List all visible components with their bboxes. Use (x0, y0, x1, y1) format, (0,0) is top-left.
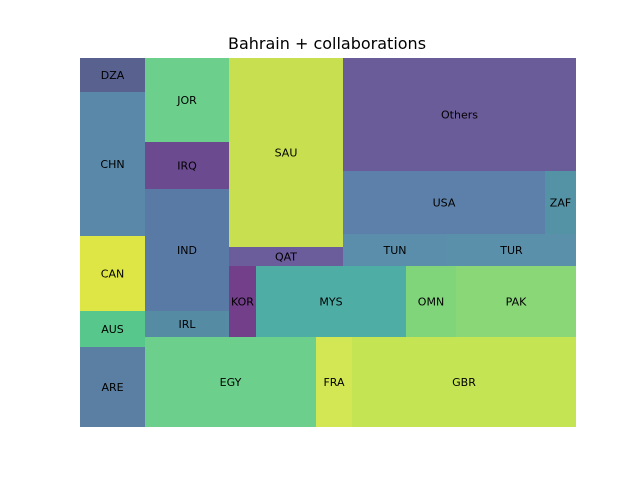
treemap-cell-fra (316, 337, 352, 427)
treemap-cell-are (80, 347, 145, 427)
treemap-cell-label-usa: USA (433, 197, 456, 210)
treemap-cell-label-irq: IRQ (177, 160, 197, 173)
treemap-cell-label-chn: CHN (100, 158, 124, 171)
treemap-cell-label-tun: TUN (383, 244, 407, 257)
treemap-cell-ind (145, 189, 229, 311)
treemap-cell-aus (80, 311, 145, 347)
treemap-cell-label-omn: OMN (418, 296, 444, 309)
treemap-cell-label-qat: QAT (275, 251, 297, 264)
treemap-cell-label-mys: MYS (319, 296, 342, 309)
treemap-cell-can (80, 236, 145, 311)
treemap-cell-label-ind: IND (177, 244, 197, 257)
chart-title: Bahrain + collaborations (228, 34, 426, 53)
treemap-cell-label-jor: JOR (176, 94, 197, 107)
treemap-cell-label-gbr: GBR (452, 376, 476, 389)
treemap-cell-label-tur: TUR (499, 244, 523, 257)
treemap-cell-kor (229, 266, 256, 337)
treemap-cell-zaf (545, 171, 576, 234)
treemap-cell-label-are: ARE (101, 381, 123, 394)
treemap-cells: DZA CHN CAN AUS ARE JOR IRQ IND IRL SAU QAT Others U… (80, 58, 576, 427)
treemap-cell-sau (229, 58, 343, 247)
treemap-cell-label-irl: IRL (178, 318, 196, 331)
treemap-cell-dza (80, 58, 145, 92)
treemap-cell-jor (145, 58, 229, 142)
treemap-cell-usa (343, 171, 545, 234)
treemap-cell-pak (456, 266, 576, 337)
treemap-cell-label-pak: PAK (506, 296, 527, 309)
treemap-cell-label-can: CAN (101, 268, 124, 281)
treemap-cell-label-zaf: ZAF (550, 197, 571, 210)
treemap-cell-gbr (352, 337, 576, 427)
treemap-cell-chn (80, 92, 145, 236)
treemap-cell-irq (145, 142, 229, 189)
treemap-cell-label-sau: SAU (275, 147, 298, 160)
treemap-cell-label-kor: KOR (231, 296, 254, 309)
treemap-cell-others (343, 58, 576, 171)
treemap-cell-omn (406, 266, 456, 337)
treemap-cell-mys (256, 266, 406, 337)
treemap-cell-label-egy: EGY (220, 376, 242, 389)
treemap-cell-tun (343, 234, 447, 266)
treemap-cell-label-others: Others (441, 109, 478, 122)
treemap-cell-qat (229, 247, 343, 266)
treemap-cell-irl (145, 311, 229, 337)
treemap-cell-tur (447, 234, 576, 266)
treemap-cell-label-dza: DZA (101, 69, 125, 82)
treemap-cell-label-fra: FRA (323, 376, 345, 389)
treemap-cell-label-aus: AUS (101, 323, 124, 336)
treemap-cell-egy (145, 337, 316, 427)
